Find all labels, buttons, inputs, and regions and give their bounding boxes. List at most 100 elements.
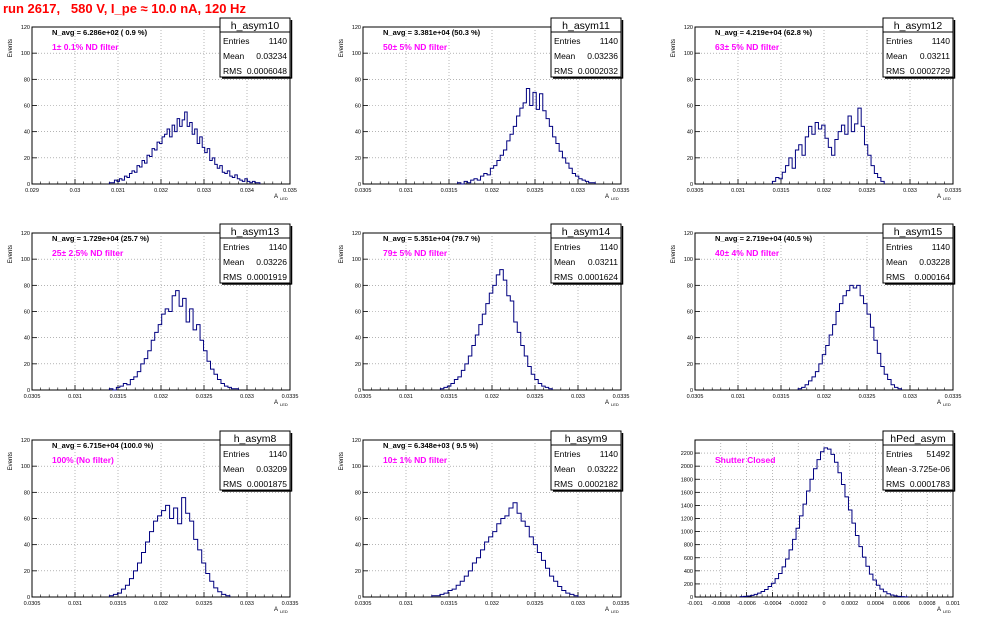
x-axis-label: A LED	[937, 194, 951, 201]
x-tick-label: 0.033	[240, 601, 254, 607]
y-tick-label: 60	[687, 104, 693, 110]
x-tick-label: 0.033	[571, 188, 585, 194]
x-tick-label: 0.032	[485, 394, 499, 400]
x-tick-label: 0.033	[571, 394, 585, 400]
stats-box: h_asym13 Entries 1140 Mean 0.03226 RMS 0.00019…	[219, 223, 293, 285]
histogram-panel-hPed_asym: -0.001 -0.0008 -0.0006 -0.0004 -0.0002 0 0.000…	[681, 430, 960, 614]
y-tick-label: 0	[690, 182, 693, 188]
stats-row-label: Mean	[223, 51, 245, 61]
stats-row-label: Entries	[886, 242, 912, 252]
x-tick-label: 0.0315	[441, 601, 458, 607]
y-tick-label: 100	[21, 51, 30, 57]
x-tick-label: 0.0315	[110, 394, 127, 400]
y-tick-label: 40	[355, 130, 361, 136]
x-axis-label: A LED	[605, 400, 619, 407]
x-tick-label: 0.032	[154, 188, 168, 194]
x-tick-label: -0.0004	[763, 601, 782, 607]
x-tick-label: 0.0325	[196, 394, 213, 400]
x-tick-label: 0	[822, 601, 825, 607]
x-tick-label: -0.001	[687, 601, 703, 607]
filter-label: 100% (No filter)	[52, 455, 114, 465]
y-tick-label: 40	[687, 130, 693, 136]
stats-box-frame	[219, 430, 291, 491]
stats-row-value: 0.03236	[587, 51, 618, 61]
x-tick-label: 0.0335	[282, 601, 299, 607]
stats-row-value: 0.000164	[915, 272, 951, 282]
y-tick-label: 120	[21, 25, 30, 31]
x-tick-label: 0.031	[68, 601, 82, 607]
stats-row-label: RMS	[223, 272, 242, 282]
navg-label: N_avg = 6.348e+03 ( 9.5 %)	[383, 441, 479, 450]
stats-row-value: 1140	[932, 242, 951, 252]
stats-hist-name: h_asym10	[231, 20, 280, 32]
stats-row-value: 1140	[269, 449, 288, 459]
stats-box: h_asym15 Entries 1140 Mean 0.03228 RMS 0.00016…	[882, 223, 956, 285]
x-tick-label: 0.0325	[859, 394, 876, 400]
stats-hist-name: h_asym11	[562, 20, 610, 32]
stats-box: h_asym11 Entries 1140 Mean 0.03236 RMS 0.00020…	[550, 17, 624, 79]
filter-label: 79± 5% ND filter	[383, 248, 448, 258]
stats-row-label: Entries	[554, 449, 580, 459]
x-tick-label: 0.0325	[859, 188, 876, 194]
y-tick-label: 100	[352, 51, 361, 57]
y-tick-label: 100	[21, 257, 30, 263]
x-tick-label: 0.0006	[893, 601, 910, 607]
y-tick-label: 60	[24, 517, 30, 523]
stats-row-value: 1140	[600, 242, 619, 252]
histogram-series-line	[108, 497, 231, 597]
stats-row-value: 0.03211	[920, 51, 950, 61]
histogram-panel-h_asym11: 0.0305 0.031 0.0315 0.032 0.0325 0.033 0.0335 0…	[339, 17, 629, 201]
x-tick-label: 0.032	[485, 188, 499, 194]
filter-label: 10± 1% ND filter	[383, 455, 448, 465]
x-tick-label: 0.0315	[773, 394, 790, 400]
x-tick-label: 0.031	[399, 394, 413, 400]
x-tick-label: 0.0305	[687, 394, 704, 400]
x-tick-label: 0.0335	[282, 394, 299, 400]
stats-row-value: 1140	[269, 242, 288, 252]
stats-row-label: RMS	[886, 272, 905, 282]
y-tick-label: 40	[24, 543, 30, 549]
filter-label: 50± 5% ND filter	[383, 42, 448, 52]
x-tick-label: 0.0305	[24, 394, 41, 400]
x-tick-label: -0.0002	[789, 601, 808, 607]
stats-box-frame	[550, 223, 622, 284]
y-tick-label: 1400	[681, 503, 693, 509]
stats-row-label: RMS	[223, 479, 242, 489]
stats-row-label: Entries	[554, 242, 580, 252]
histogram-panel-h_asym10: 0.029 0.03 0.031 0.032 0.033 0.034 0.035 0 20 40 6…	[8, 17, 297, 201]
y-tick-label: 100	[684, 257, 693, 263]
y-tick-label: 80	[355, 77, 361, 83]
x-tick-label: 0.032	[485, 601, 499, 607]
stats-row-value: 0.0001919	[247, 272, 287, 282]
y-tick-label: 60	[687, 310, 693, 316]
x-axis-label: A LED	[274, 400, 288, 407]
stats-box-frame	[550, 17, 622, 78]
x-tick-label: 0.035	[283, 188, 297, 194]
x-axis-label: A LED	[937, 607, 951, 614]
x-tick-label: 0.0305	[355, 394, 372, 400]
histogram-series-line	[108, 290, 239, 391]
histogram-panel-h_asym9: 0.0305 0.031 0.0315 0.032 0.0325 0.033 0.0335 0…	[339, 430, 629, 614]
histogram-series-line	[439, 269, 553, 390]
y-tick-label: 80	[687, 77, 693, 83]
stats-box-frame	[219, 17, 291, 78]
stats-row-label: RMS	[554, 479, 573, 489]
stats-row-label: RMS	[554, 272, 573, 282]
x-tick-label: 0.0335	[945, 188, 962, 194]
x-tick-label: 0.0325	[527, 601, 544, 607]
stats-row-value: 0.0002032	[578, 66, 618, 76]
y-tick-label: 40	[687, 336, 693, 342]
y-tick-label: 120	[684, 25, 693, 31]
x-tick-label: 0.0335	[613, 394, 630, 400]
x-tick-label: 0.032	[154, 601, 168, 607]
stats-box-frame	[882, 223, 954, 284]
stats-row-value: 0.03234	[256, 51, 287, 61]
stats-hist-name: h_asym15	[894, 226, 943, 238]
y-tick-label: 0	[358, 182, 361, 188]
stats-row-label: RMS	[554, 66, 573, 76]
x-axis-label: A LED	[274, 194, 288, 201]
x-tick-label: 0.0315	[441, 394, 458, 400]
y-tick-label: 120	[352, 25, 361, 31]
x-axis-label: A LED	[274, 607, 288, 614]
y-tick-label: 40	[355, 336, 361, 342]
